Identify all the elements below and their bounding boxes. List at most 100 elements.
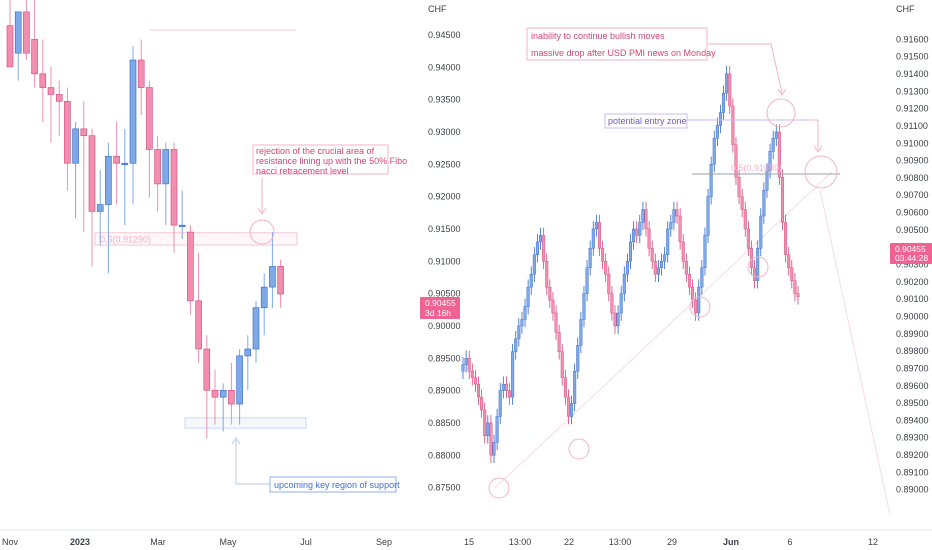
middle-candle[interactable]: [622, 274, 626, 294]
middle-candle[interactable]: [753, 267, 757, 281]
middle-candle[interactable]: [489, 422, 493, 456]
middle-candle[interactable]: [545, 261, 549, 288]
entry-zone-note-box[interactable]: [604, 113, 688, 129]
middle-candle[interactable]: [697, 286, 701, 314]
middle-candle[interactable]: [576, 345, 580, 372]
middle-candle[interactable]: [746, 228, 750, 249]
left-candle[interactable]: [269, 266, 276, 288]
middle-candle[interactable]: [501, 383, 505, 391]
middle-candle[interactable]: [718, 112, 722, 126]
middle-candle[interactable]: [585, 267, 589, 294]
middle-candle[interactable]: [570, 403, 574, 417]
middle-candle[interactable]: [619, 293, 623, 314]
middle-candle[interactable]: [551, 299, 555, 314]
middle-candle[interactable]: [731, 105, 735, 146]
left-candle[interactable]: [244, 348, 252, 357]
middle-candle[interactable]: [579, 319, 583, 346]
middle-candle[interactable]: [573, 371, 577, 404]
middle-candle[interactable]: [554, 312, 558, 333]
middle-candle[interactable]: [663, 254, 667, 262]
left-candle[interactable]: [31, 39, 38, 75]
middle-candle[interactable]: [706, 196, 710, 236]
left-candle[interactable]: [187, 231, 194, 302]
left-candle[interactable]: [260, 286, 268, 309]
middle-candle[interactable]: [672, 209, 676, 223]
middle-candle[interactable]: [784, 222, 788, 255]
middle-candle[interactable]: [691, 286, 695, 301]
middle-candle[interactable]: [728, 73, 732, 107]
middle-candle[interactable]: [743, 209, 747, 230]
middle-candle[interactable]: [625, 261, 629, 275]
middle-candle[interactable]: [703, 235, 707, 268]
middle-candle[interactable]: [644, 209, 648, 230]
middle-candle[interactable]: [740, 196, 744, 210]
middle-candle[interactable]: [777, 131, 781, 178]
middle-candle[interactable]: [467, 358, 471, 372]
middle-candle[interactable]: [768, 151, 772, 171]
middle-candle[interactable]: [725, 73, 729, 94]
middle-candle[interactable]: [470, 371, 474, 378]
left-candle[interactable]: [129, 59, 137, 164]
middle-candle[interactable]: [635, 228, 639, 236]
middle-candles[interactable]: [461, 65, 800, 464]
left-candles[interactable]: [6, 0, 284, 439]
left-candle[interactable]: [228, 389, 235, 405]
middle-candle[interactable]: [722, 92, 726, 113]
left-candle[interactable]: [113, 156, 120, 164]
middle-candle[interactable]: [678, 215, 682, 243]
left-candle[interactable]: [80, 128, 88, 137]
middle-candle[interactable]: [641, 209, 645, 223]
middle-candle[interactable]: [495, 416, 499, 443]
middle-candle[interactable]: [473, 377, 477, 385]
middle-candle[interactable]: [765, 170, 769, 191]
middle-candle[interactable]: [656, 267, 660, 275]
left-candle[interactable]: [154, 149, 161, 185]
left-candle[interactable]: [137, 59, 145, 88]
middle-candle[interactable]: [749, 248, 753, 268]
middle-candle[interactable]: [653, 261, 657, 275]
middle-candle[interactable]: [762, 189, 766, 217]
middle-candle[interactable]: [638, 222, 642, 236]
middle-candle[interactable]: [464, 358, 468, 365]
left-candle[interactable]: [211, 389, 219, 398]
middle-candle[interactable]: [709, 164, 713, 197]
middle-candle[interactable]: [684, 261, 688, 275]
middle-candle[interactable]: [597, 222, 601, 249]
middle-candle[interactable]: [793, 280, 797, 294]
middle-candle[interactable]: [477, 383, 481, 398]
left-candle[interactable]: [195, 300, 202, 350]
middle-candle[interactable]: [498, 390, 502, 417]
middle-candle[interactable]: [480, 396, 484, 411]
left-candle[interactable]: [146, 87, 153, 150]
middle-candle[interactable]: [582, 293, 586, 320]
middle-candle[interactable]: [594, 222, 598, 230]
middle-candle[interactable]: [504, 383, 508, 391]
middle-candle[interactable]: [669, 222, 673, 230]
middle-candle[interactable]: [771, 138, 775, 152]
left-candle[interactable]: [39, 73, 47, 88]
middle-candle[interactable]: [759, 215, 763, 249]
rejection-note-box[interactable]: [252, 144, 389, 175]
middle-candle[interactable]: [548, 286, 552, 301]
middle-candle[interactable]: [796, 293, 800, 298]
middle-candle[interactable]: [486, 422, 490, 437]
left-candle[interactable]: [219, 389, 227, 398]
pmi-note-box[interactable]: [526, 27, 708, 61]
middle-candle[interactable]: [737, 176, 741, 197]
middle-candle[interactable]: [560, 351, 564, 378]
middle-candle[interactable]: [700, 267, 704, 288]
middle-candle[interactable]: [508, 390, 512, 398]
middle-candle[interactable]: [610, 293, 614, 314]
middle-candle[interactable]: [613, 312, 617, 327]
middle-candle[interactable]: [687, 274, 691, 288]
middle-candle[interactable]: [461, 364, 465, 372]
middle-candle[interactable]: [715, 125, 719, 139]
middle-candle[interactable]: [535, 241, 539, 256]
middle-candle[interactable]: [529, 274, 533, 288]
left-candle[interactable]: [203, 348, 211, 391]
left-candle[interactable]: [88, 135, 96, 212]
left-candle[interactable]: [64, 101, 71, 164]
left-candle[interactable]: [236, 355, 243, 405]
middle-candle[interactable]: [607, 274, 611, 294]
left-candle[interactable]: [277, 266, 284, 295]
